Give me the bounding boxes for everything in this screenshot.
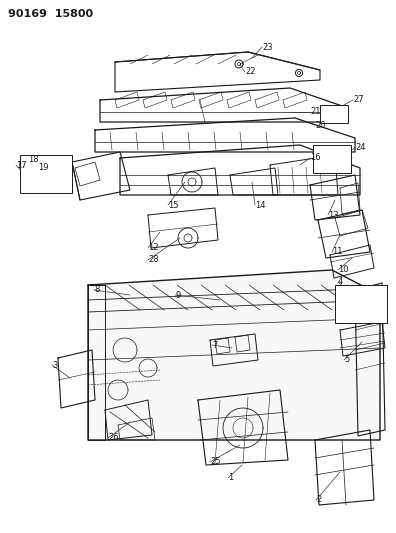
Text: 9: 9 — [175, 290, 180, 300]
Text: 17: 17 — [16, 160, 27, 169]
Text: 2: 2 — [316, 496, 321, 505]
Text: 3: 3 — [52, 360, 57, 369]
Text: 28: 28 — [148, 255, 159, 264]
Text: 21: 21 — [310, 108, 320, 117]
Text: 13: 13 — [328, 211, 339, 220]
Text: 18: 18 — [28, 156, 39, 165]
Bar — [320, 105, 348, 123]
Text: 5: 5 — [344, 356, 349, 365]
Bar — [20, 155, 72, 193]
Text: 90169  15800: 90169 15800 — [8, 9, 93, 19]
Bar — [335, 285, 387, 323]
Text: 12: 12 — [148, 244, 158, 253]
Text: 4: 4 — [338, 278, 343, 287]
Text: 27: 27 — [353, 95, 364, 104]
Text: 23: 23 — [262, 43, 272, 52]
Text: 22: 22 — [245, 68, 255, 77]
Text: 7: 7 — [212, 341, 217, 350]
Text: 15: 15 — [168, 200, 179, 209]
Text: 24: 24 — [355, 143, 366, 152]
Text: 1: 1 — [228, 473, 233, 482]
Text: 19: 19 — [38, 164, 48, 173]
Text: 16: 16 — [310, 154, 321, 163]
Text: 10: 10 — [338, 265, 348, 274]
Bar — [313, 145, 351, 173]
Polygon shape — [88, 270, 380, 440]
Text: 20: 20 — [315, 120, 326, 130]
Text: 26: 26 — [108, 433, 119, 442]
Text: 14: 14 — [255, 200, 265, 209]
Text: 11: 11 — [332, 247, 343, 256]
Text: 25: 25 — [210, 457, 221, 466]
Text: 8: 8 — [94, 286, 99, 295]
